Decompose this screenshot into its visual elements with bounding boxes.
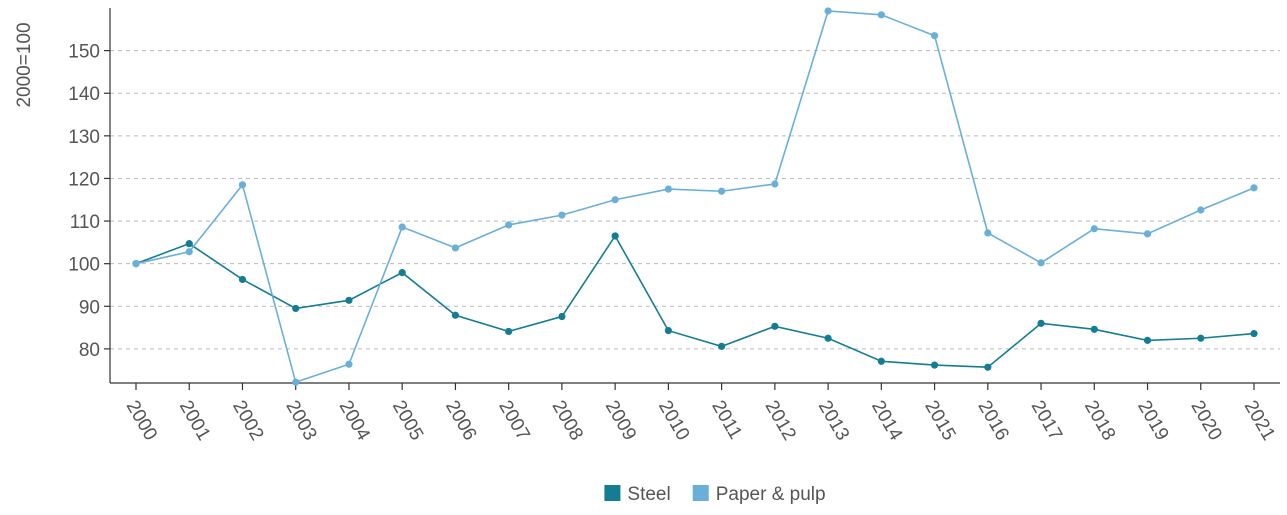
y-tick-label: 100 — [68, 255, 100, 276]
data-point — [1037, 319, 1045, 327]
data-point — [238, 181, 247, 189]
x-tick-label: 2001 — [175, 397, 214, 444]
x-tick-label: 2021 — [1240, 397, 1279, 444]
data-point — [558, 211, 566, 219]
y-tick-label: 130 — [68, 127, 100, 148]
data-point — [292, 304, 300, 313]
data-point — [398, 223, 406, 231]
y-tick-label: 120 — [68, 169, 100, 190]
legend: Steel Paper & pulp — [604, 484, 826, 505]
data-point — [664, 326, 672, 335]
y-tick-label: 140 — [68, 84, 100, 105]
data-point — [292, 378, 300, 386]
data-point — [1143, 336, 1152, 344]
data-point — [505, 327, 513, 336]
data-point — [718, 342, 726, 350]
y-axis-label: 2000=100 — [14, 22, 35, 107]
x-tick-label: 2006 — [441, 397, 480, 444]
data-point — [132, 260, 140, 268]
x-tick-label: 2004 — [335, 397, 375, 444]
x-tick-label: 2014 — [867, 397, 907, 444]
legend-swatch — [692, 485, 709, 501]
data-point — [877, 357, 885, 365]
x-tick-label: 2000 — [122, 397, 161, 444]
data-point — [398, 269, 406, 277]
legend-label: Paper & pulp — [716, 484, 826, 505]
data-point — [930, 361, 939, 369]
x-tick-label: 2015 — [920, 397, 959, 444]
data-point — [185, 240, 193, 248]
data-point — [1250, 329, 1258, 338]
x-tick-label: 2018 — [1080, 397, 1119, 444]
x-tick-label: 2002 — [228, 397, 267, 444]
data-point — [771, 322, 779, 330]
data-point — [558, 312, 566, 321]
x-tick-label: 2003 — [281, 397, 320, 444]
data-point — [611, 196, 619, 204]
x-tick-label: 2007 — [494, 397, 533, 444]
data-point — [1037, 259, 1045, 267]
data-point — [1090, 225, 1098, 233]
data-point — [345, 360, 353, 368]
data-point — [984, 363, 992, 371]
data-point — [611, 232, 619, 240]
data-point — [824, 7, 832, 15]
x-tick-label: 2017 — [1027, 397, 1066, 444]
series-line — [135, 10, 1255, 384]
y-tick-label: 150 — [68, 42, 100, 63]
data-point — [505, 221, 513, 229]
data-point — [1197, 206, 1205, 214]
x-tick-label: 2013 — [814, 397, 853, 444]
data-point — [930, 32, 939, 40]
data-point — [984, 229, 992, 237]
data-point — [824, 334, 832, 342]
data-point — [771, 180, 779, 188]
data-point — [1090, 325, 1098, 333]
data-point — [345, 296, 353, 304]
x-tick-label: 2020 — [1186, 397, 1225, 444]
x-tick-label: 2016 — [973, 397, 1012, 444]
x-tick-label: 2011 — [707, 397, 746, 443]
x-tick-label: 2009 — [601, 397, 640, 444]
data-point — [1143, 230, 1152, 238]
y-tick-label: 110 — [70, 212, 100, 233]
legend-label: Steel — [627, 484, 670, 505]
data-point — [238, 275, 247, 284]
x-tick-label: 2019 — [1133, 397, 1172, 444]
x-tick-label: 2010 — [654, 397, 693, 444]
data-point — [451, 244, 460, 252]
data-point — [185, 248, 193, 256]
data-point — [877, 11, 885, 19]
data-point — [718, 187, 726, 195]
data-point — [1250, 184, 1258, 192]
x-tick-label: 2005 — [388, 397, 427, 444]
legend-swatch — [604, 485, 621, 501]
y-tick-label: 80 — [79, 340, 100, 361]
x-tick-label: 2008 — [548, 397, 587, 444]
x-tick-label: 2012 — [761, 397, 800, 444]
data-point — [451, 311, 460, 319]
series-line — [135, 234, 1255, 369]
data-point — [1197, 334, 1205, 342]
data-point — [664, 185, 672, 193]
y-tick-label: 90 — [79, 297, 100, 318]
